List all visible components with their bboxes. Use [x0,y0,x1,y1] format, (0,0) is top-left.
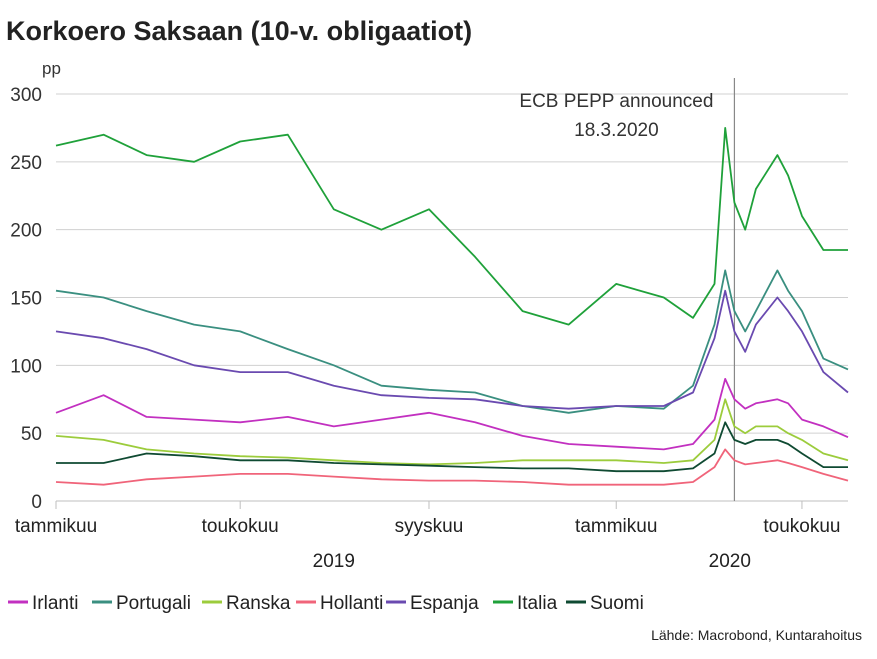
series-line-ranska [55,398,849,466]
x-axis-ticks: tammikuu toukokuu syyskuu tammikuu toukokuu 2… [15,501,841,572]
x-tick-label: syyskuu [395,516,464,537]
series-line-espanja [55,289,849,410]
year-label: 2019 [313,551,355,572]
x-tick-label: tammikuu [575,516,657,537]
y-tick-label: 0 [31,492,42,513]
series-line-portugali [55,269,849,414]
year-label: 2020 [709,551,751,572]
x-tick-label: toukokuu [202,516,279,537]
y-tick-label: 100 [10,356,42,377]
legend-item-irlanti: Irlanti [32,593,78,614]
chart-title: Korkoero Saksaan (10-v. obligaatiot) [6,16,472,46]
annotation: ECB PEPP announced 18.3.2020 [519,78,736,501]
series-line-italia [55,127,848,326]
legend-item-espanja: Espanja [410,593,479,614]
legend-item-portugali: Portugali [116,593,191,614]
x-tick-label: toukokuu [763,516,840,537]
legend: Irlanti Portugali Ranska Hollanti Espanja Ita… [8,593,644,614]
y-axis-unit-label: pp [42,59,61,78]
y-tick-label: 150 [10,289,42,310]
source-note: Lähde: Macrobond, Kuntarahoitus [651,627,862,643]
x-tick-label: tammikuu [15,516,97,537]
y-tick-label: 50 [21,424,42,445]
legend-item-hollanti: Hollanti [320,593,383,614]
series-line-suomi [56,421,848,473]
legend-item-italia: Italia [517,593,558,614]
y-axis-ticks: 0 50 100 150 200 250 300 [10,85,42,513]
legend-item-suomi: Suomi [590,593,644,614]
y-tick-label: 250 [10,153,42,174]
series-line-hollanti [55,448,849,486]
legend-item-ranska: Ranska [226,593,291,614]
y-tick-label: 300 [10,85,42,106]
series-lines [55,127,849,486]
y-tick-label: 200 [10,221,42,242]
series-line-irlanti [55,377,849,451]
annotation-text-line-1: ECB PEPP announced [519,91,713,112]
annotation-text-line-2: 18.3.2020 [574,120,659,141]
